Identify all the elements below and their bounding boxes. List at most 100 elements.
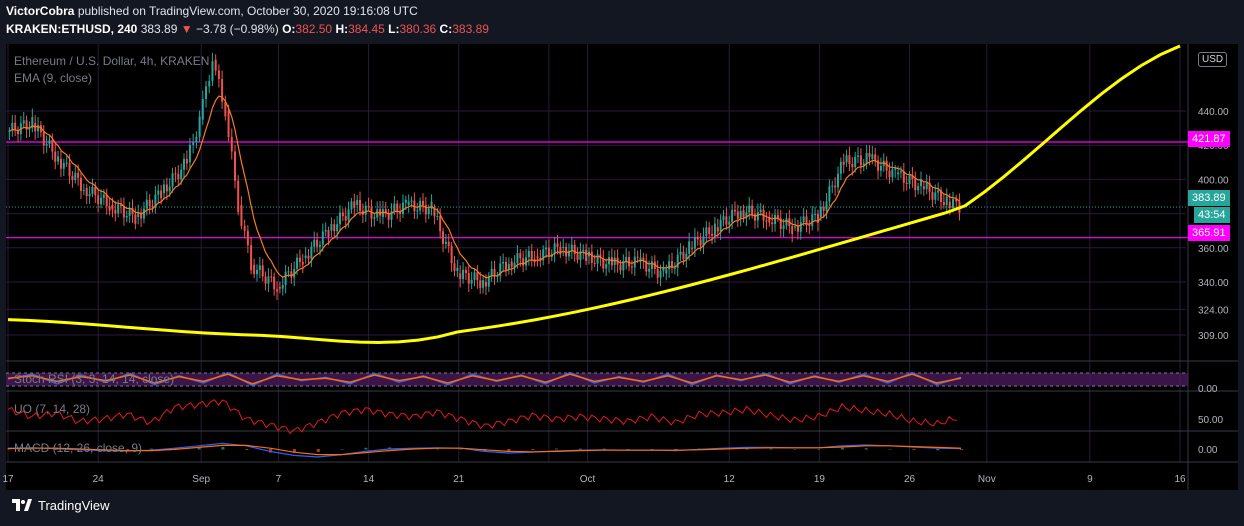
candle-body <box>148 199 151 206</box>
author-name[interactable]: VictorCobra <box>6 4 75 18</box>
macd-histogram-bar <box>769 448 773 450</box>
macd-histogram-bar <box>650 449 654 450</box>
candle-body <box>381 209 384 218</box>
candle-body <box>185 158 188 164</box>
candle-body <box>94 186 97 196</box>
candle-body <box>487 275 490 287</box>
macd-signal-line <box>7 444 962 456</box>
x-tick-label: 12 <box>724 474 736 485</box>
candle-body <box>705 227 708 237</box>
candle-body <box>914 179 917 191</box>
candle-body <box>567 250 570 257</box>
candle-body <box>691 247 694 249</box>
candle-body <box>134 214 137 224</box>
candle-body <box>359 199 362 211</box>
candle-body <box>665 269 668 274</box>
candle-body <box>131 207 134 215</box>
candle-body <box>559 246 562 255</box>
candle-body <box>211 61 214 82</box>
candle-body <box>117 204 120 214</box>
candle-body <box>421 200 424 205</box>
candle-body <box>919 179 922 187</box>
candle-body <box>759 209 762 213</box>
candle-body <box>731 209 734 222</box>
candle-body <box>424 204 427 215</box>
candle-body <box>336 224 339 232</box>
candle-body <box>728 221 731 225</box>
candle-body <box>733 209 736 212</box>
candle-body <box>470 279 473 284</box>
brand-label: TradingView <box>38 498 110 513</box>
candle-body <box>713 223 716 236</box>
candle-body <box>77 172 80 178</box>
candle-body <box>177 173 180 180</box>
candle-body <box>453 263 456 271</box>
candle-body <box>811 214 814 226</box>
candle-body <box>536 256 539 258</box>
candle-body <box>258 265 261 270</box>
macd-histogram-bar <box>602 448 606 450</box>
candle-body <box>393 203 396 212</box>
candle-body <box>82 189 85 191</box>
candle-body <box>834 185 837 188</box>
candle-body <box>120 204 123 206</box>
candle-body <box>264 276 267 284</box>
candle-body <box>267 276 270 284</box>
candle-body <box>799 222 802 232</box>
x-tick-label: Oct <box>580 474 596 485</box>
candle-body <box>205 86 208 100</box>
candle-body <box>373 217 376 219</box>
candle-body <box>484 281 487 287</box>
y-tick-label: 340.00 <box>1198 278 1229 289</box>
candle-body <box>108 206 111 211</box>
candle-body <box>183 158 186 170</box>
candle-body <box>897 172 900 175</box>
currency-label[interactable]: USD <box>1198 52 1228 67</box>
candle-body <box>885 160 888 171</box>
countdown-tag: 43:54 <box>1194 207 1230 223</box>
candle-body <box>794 226 797 228</box>
candle-body <box>233 151 236 181</box>
candle-body <box>313 239 316 247</box>
resistance-tag: 421.87 <box>1188 131 1230 147</box>
candle-body <box>945 196 948 206</box>
candle-body <box>785 218 788 226</box>
candle-body <box>955 199 958 202</box>
candle-body <box>688 241 691 254</box>
candle-body <box>154 194 157 208</box>
candle-body <box>467 272 470 284</box>
candle-body <box>854 156 857 168</box>
candle-body <box>857 155 860 157</box>
candle-body <box>716 227 719 232</box>
candle-body <box>648 268 651 272</box>
candle-body <box>676 254 679 268</box>
candle-body <box>42 132 45 146</box>
candle-body <box>530 250 533 260</box>
candle-body <box>894 168 897 170</box>
candle-body <box>430 201 433 209</box>
candle-body <box>214 59 217 71</box>
candle-body <box>547 247 550 257</box>
candle-body <box>54 151 57 162</box>
candle-body <box>450 245 453 264</box>
candle-body <box>499 263 502 276</box>
macd-histogram-bar <box>149 448 153 450</box>
candle-body <box>507 264 510 270</box>
stoch-band <box>6 373 1188 386</box>
x-tick-label: 21 <box>453 474 465 485</box>
last-value: 383.89 <box>140 22 178 36</box>
candle-body <box>45 143 48 146</box>
candle-body <box>693 236 696 249</box>
candle-body <box>31 117 34 129</box>
macd-histogram-bar <box>126 449 130 450</box>
chart-area[interactable] <box>6 44 1238 490</box>
candle-body <box>171 173 174 187</box>
x-tick-label: 16 <box>1174 474 1186 485</box>
open-value: 382.50 <box>295 22 333 36</box>
candle-body <box>221 79 224 102</box>
candle-body <box>333 224 336 232</box>
candle-body <box>174 173 177 175</box>
candle-body <box>79 177 82 191</box>
x-tick-label: 17 <box>2 474 14 485</box>
